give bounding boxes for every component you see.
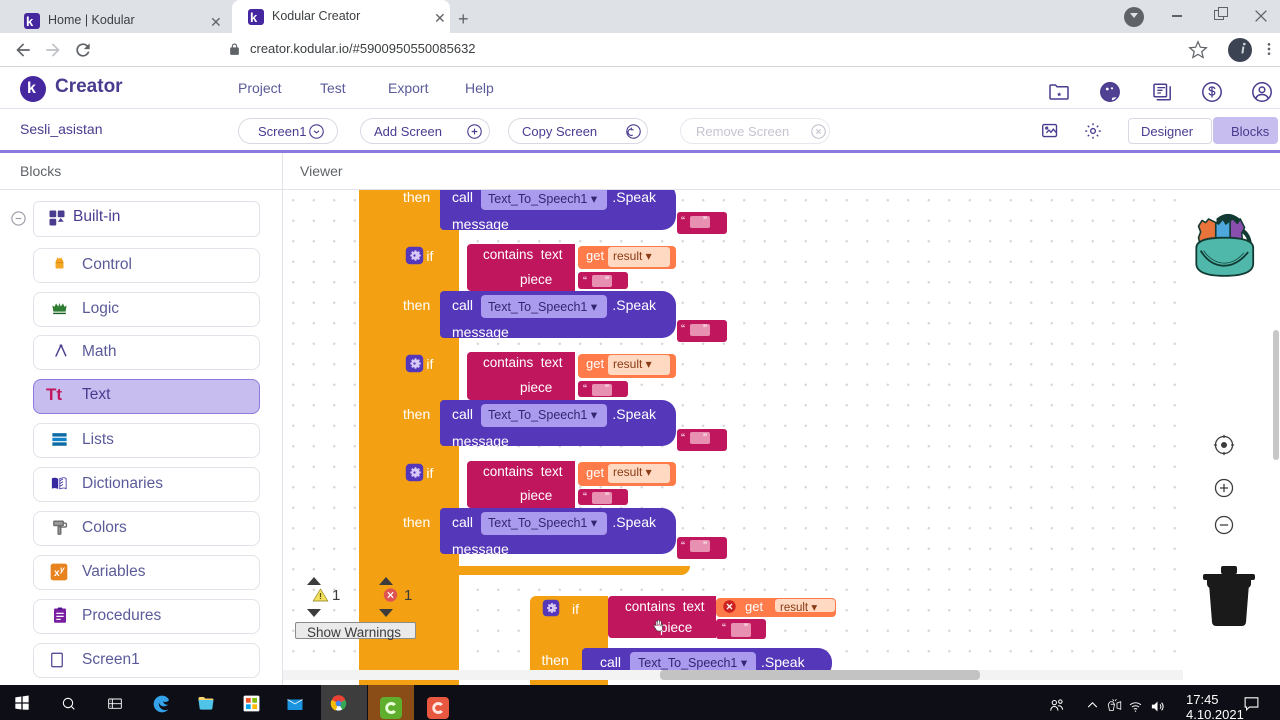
svg-text:y: y (59, 564, 65, 574)
